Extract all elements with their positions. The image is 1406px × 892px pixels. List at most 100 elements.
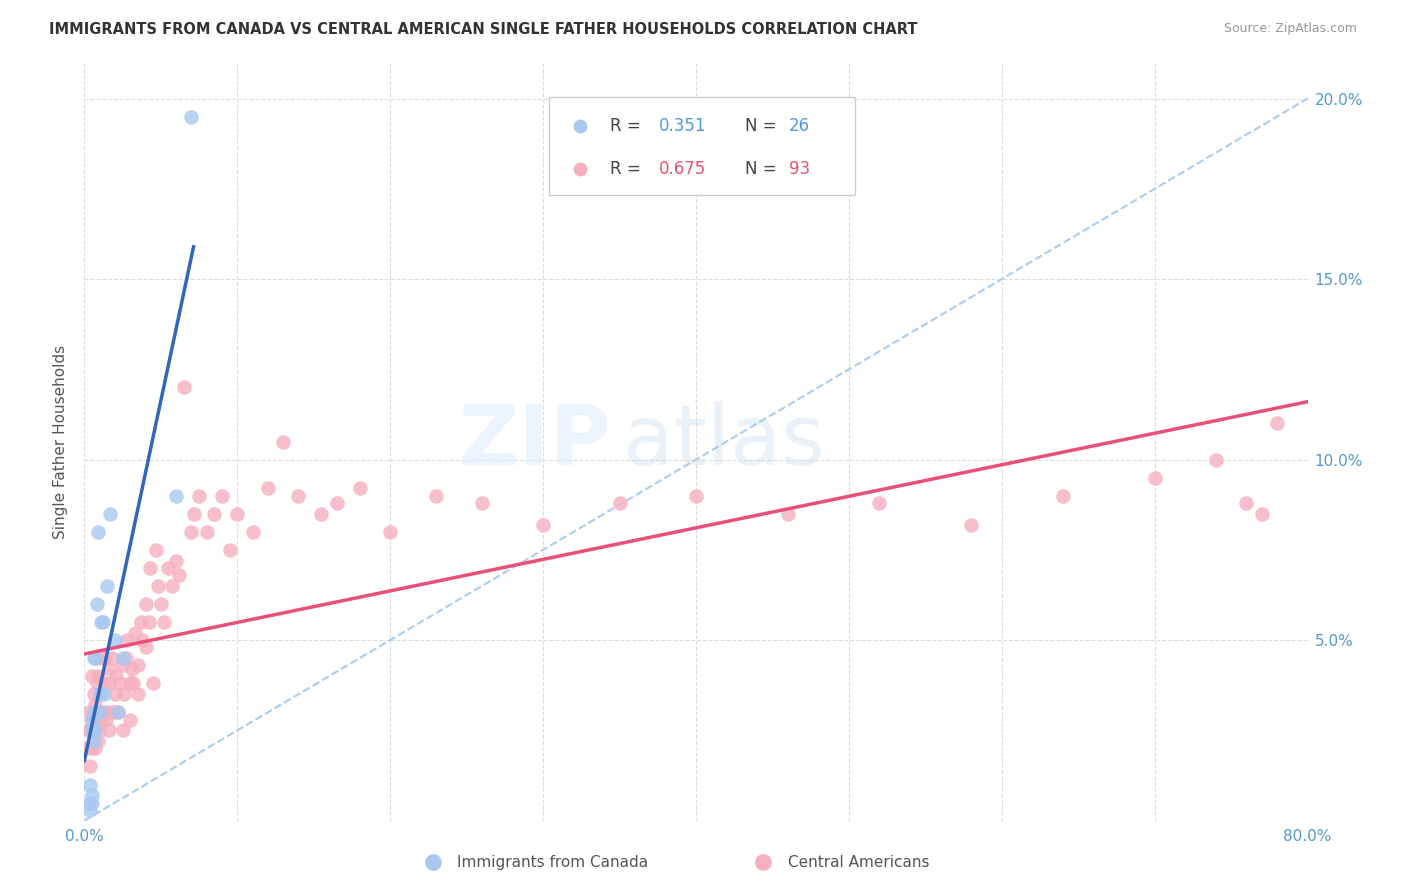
Text: R =: R = bbox=[610, 117, 647, 135]
Point bbox=[83, 651, 105, 665]
Point bbox=[91, 615, 114, 629]
Point bbox=[1236, 496, 1258, 510]
Point bbox=[165, 554, 187, 568]
Point bbox=[89, 687, 111, 701]
Point bbox=[609, 496, 631, 510]
Point bbox=[87, 669, 110, 683]
Point bbox=[211, 489, 233, 503]
Point bbox=[111, 723, 134, 738]
Point bbox=[91, 706, 114, 720]
Point bbox=[165, 489, 187, 503]
Point bbox=[257, 482, 280, 496]
Point bbox=[84, 723, 107, 738]
Text: R =: R = bbox=[610, 160, 647, 178]
Text: atlas: atlas bbox=[623, 401, 824, 482]
Point bbox=[127, 687, 149, 701]
Point bbox=[115, 633, 138, 648]
Point bbox=[167, 568, 190, 582]
Point bbox=[94, 713, 117, 727]
Point bbox=[138, 615, 160, 629]
Point bbox=[103, 706, 125, 720]
Point bbox=[114, 651, 136, 665]
Point bbox=[180, 110, 202, 124]
Point bbox=[93, 687, 115, 701]
Point bbox=[776, 507, 799, 521]
Point bbox=[271, 434, 294, 449]
Point bbox=[90, 651, 112, 665]
Point bbox=[80, 713, 103, 727]
Point bbox=[89, 706, 111, 720]
Point bbox=[1250, 507, 1272, 521]
Point bbox=[146, 579, 169, 593]
Point bbox=[80, 741, 103, 756]
Point bbox=[121, 662, 143, 676]
Point bbox=[79, 759, 101, 773]
Point bbox=[325, 496, 347, 510]
Point bbox=[86, 713, 108, 727]
Point bbox=[129, 615, 152, 629]
Point bbox=[135, 597, 157, 611]
Point bbox=[112, 687, 135, 701]
Point bbox=[153, 615, 176, 629]
Text: 0.351: 0.351 bbox=[659, 117, 707, 135]
Point bbox=[89, 723, 111, 738]
Text: ZIP: ZIP bbox=[458, 401, 610, 482]
Point bbox=[173, 380, 195, 394]
Point bbox=[135, 640, 157, 655]
Point bbox=[98, 662, 121, 676]
Point bbox=[139, 561, 162, 575]
Text: Source: ZipAtlas.com: Source: ZipAtlas.com bbox=[1223, 22, 1357, 36]
Point bbox=[349, 482, 371, 496]
Point bbox=[80, 713, 103, 727]
Point bbox=[80, 723, 103, 738]
Point bbox=[120, 713, 142, 727]
Text: IMMIGRANTS FROM CANADA VS CENTRAL AMERICAN SINGLE FATHER HOUSEHOLDS CORRELATION : IMMIGRANTS FROM CANADA VS CENTRAL AMERIC… bbox=[49, 22, 918, 37]
Text: N =: N = bbox=[745, 160, 782, 178]
Point bbox=[242, 524, 264, 539]
Point bbox=[101, 651, 124, 665]
Point bbox=[120, 676, 142, 690]
FancyBboxPatch shape bbox=[550, 96, 855, 195]
Point bbox=[105, 669, 128, 683]
Point bbox=[471, 496, 494, 510]
Point bbox=[107, 706, 129, 720]
Point bbox=[145, 542, 167, 557]
Point bbox=[1265, 417, 1288, 431]
Point bbox=[685, 489, 707, 503]
Point bbox=[311, 507, 333, 521]
Point bbox=[83, 734, 105, 748]
Point bbox=[83, 706, 105, 720]
Point bbox=[86, 676, 108, 690]
Point bbox=[531, 517, 554, 532]
Point bbox=[107, 706, 129, 720]
Point bbox=[1143, 470, 1166, 484]
Point bbox=[93, 651, 115, 665]
Point bbox=[87, 734, 110, 748]
Point bbox=[77, 706, 100, 720]
Point bbox=[160, 579, 183, 593]
Point bbox=[202, 507, 225, 521]
Point bbox=[79, 803, 101, 817]
Point bbox=[80, 669, 103, 683]
Point bbox=[111, 658, 134, 673]
Point bbox=[79, 723, 101, 738]
Text: Immigrants from Canada: Immigrants from Canada bbox=[457, 855, 648, 870]
Point bbox=[1052, 489, 1074, 503]
Point bbox=[869, 496, 891, 510]
Text: 93: 93 bbox=[789, 160, 810, 178]
Point bbox=[218, 542, 240, 557]
Point bbox=[960, 517, 983, 532]
Point bbox=[98, 507, 121, 521]
Y-axis label: Single Father Households: Single Father Households bbox=[53, 344, 69, 539]
Point bbox=[96, 579, 118, 593]
Point bbox=[157, 561, 180, 575]
Point bbox=[80, 796, 103, 810]
Point bbox=[149, 597, 172, 611]
Point bbox=[80, 789, 103, 803]
Point bbox=[84, 651, 107, 665]
Point bbox=[124, 626, 146, 640]
Point bbox=[90, 713, 112, 727]
Point bbox=[188, 489, 211, 503]
Point bbox=[97, 676, 120, 690]
Point bbox=[122, 676, 145, 690]
